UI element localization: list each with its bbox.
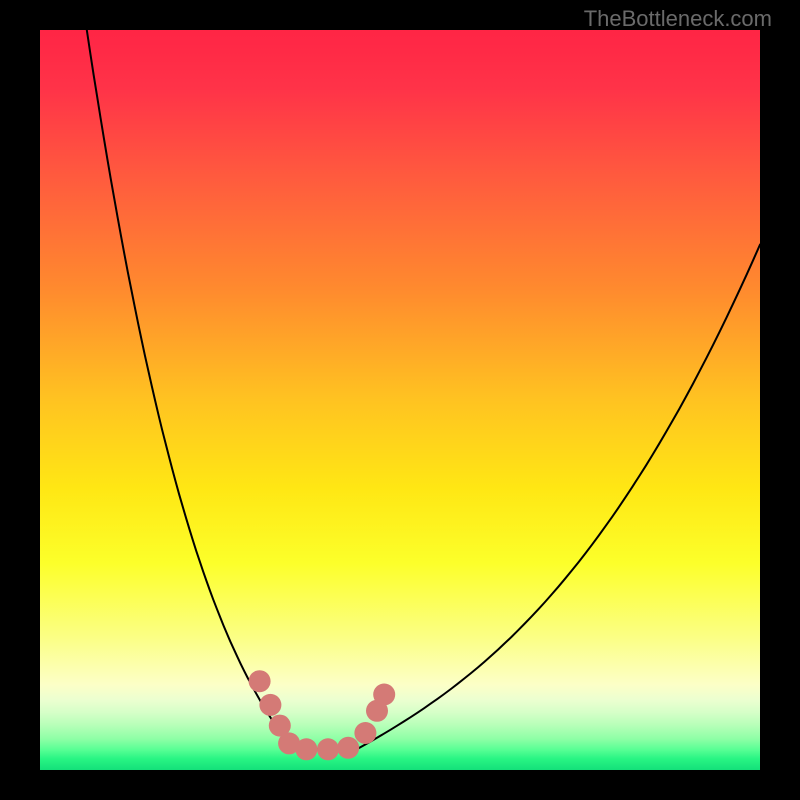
chart-svg — [0, 0, 800, 800]
gradient-background — [40, 30, 760, 770]
marker-dot — [295, 738, 317, 760]
marker-dot — [373, 684, 395, 706]
marker-dot — [259, 694, 281, 716]
marker-dot — [317, 738, 339, 760]
marker-dot — [249, 670, 271, 692]
chart-stage: TheBottleneck.com — [0, 0, 800, 800]
marker-dot — [337, 737, 359, 759]
marker-dot — [354, 722, 376, 744]
